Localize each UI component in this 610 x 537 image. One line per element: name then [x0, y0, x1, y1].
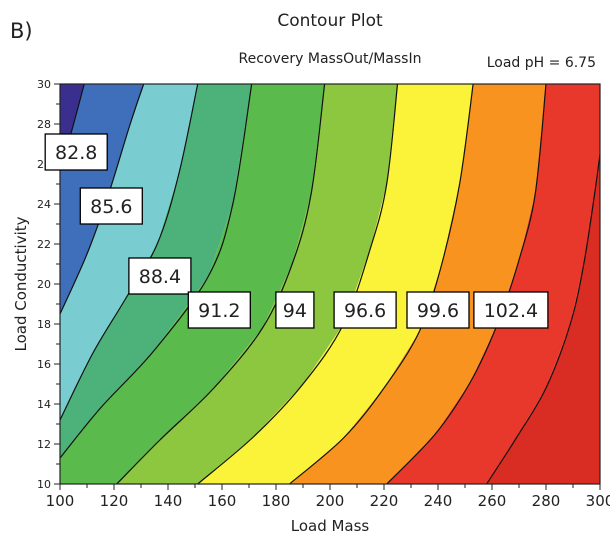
x-tick-label: 260 [478, 492, 507, 510]
plot-frame [59, 83, 601, 485]
contour-label-box [44, 133, 108, 171]
contour-line-9 [486, 153, 600, 484]
y-tick-label: 14 [37, 398, 51, 411]
x-tick-label: 280 [532, 492, 561, 510]
contour-label-text: 91.2 [198, 300, 240, 322]
contour-label-4: 91.2 [187, 291, 251, 329]
contour-label-box [333, 291, 397, 329]
contour-label-text: 82.8 [55, 142, 97, 164]
contour-region-7 [60, 84, 474, 484]
y-tick-label: 18 [37, 318, 51, 331]
contour-label-text: 94 [283, 300, 307, 322]
y-tick-label: 22 [37, 238, 51, 251]
x-axis-label: Load Mass [291, 517, 370, 535]
chart-subtitle: Recovery MassOut/MassIn [239, 51, 422, 67]
x-tick-label: 120 [100, 492, 129, 510]
contour-label-5: 94 [275, 291, 315, 329]
contour-value-labels: 82.8 85.6 88.4 91.2 94 96.6 99.6 102.4 [44, 133, 549, 329]
y-tick-label: 28 [37, 118, 51, 131]
contour-label-text: 88.4 [139, 266, 181, 288]
contour-region-5 [60, 84, 325, 484]
contour-label-text: 99.6 [417, 300, 459, 322]
y-tick-label: 30 [37, 78, 51, 91]
y-tick-label: 20 [37, 278, 51, 291]
contour-label-text: 85.6 [90, 196, 132, 218]
x-tick-label: 160 [208, 492, 237, 510]
contour-region-10 [486, 154, 600, 484]
x-tick-label: 200 [316, 492, 345, 510]
ph-annotation: Load pH = 6.75 [487, 55, 596, 71]
contour-label-box [128, 257, 192, 295]
contour-label-8: 102.4 [473, 291, 549, 329]
x-tick-label: 220 [370, 492, 399, 510]
contour-line-5 [116, 84, 326, 484]
x-tick-label: 140 [154, 492, 183, 510]
x-tick-label: 180 [262, 492, 291, 510]
x-axis-ticks: 100 120 140 160 180 200 220 240 260 280 300 [46, 484, 610, 510]
x-tick-label: 100 [46, 492, 75, 510]
contour-region-8 [60, 84, 546, 484]
contour-label-7: 99.6 [406, 291, 470, 329]
contour-label-box [79, 187, 143, 225]
x-tick-label: 300 [586, 492, 610, 510]
y-tick-label: 10 [37, 478, 51, 491]
contour-label-3: 88.4 [128, 257, 192, 295]
contour-label-box [473, 291, 549, 329]
contour-label-6: 96.6 [333, 291, 397, 329]
y-tick-label: 24 [37, 198, 51, 211]
panel-label: B) [10, 19, 33, 43]
contour-region-9 [60, 84, 600, 484]
y-tick-label: 16 [37, 358, 51, 371]
contour-label-1: 82.8 [44, 133, 108, 171]
y-tick-label: 12 [37, 438, 51, 451]
chart-title: Contour Plot [277, 11, 383, 31]
contour-label-box [406, 291, 470, 329]
y-axis-label: Load Conductivity [12, 216, 30, 351]
x-tick-label: 240 [424, 492, 453, 510]
contour-label-text: 96.6 [344, 300, 386, 322]
contour-label-text: 102.4 [484, 300, 538, 322]
contour-region-2 [60, 84, 144, 484]
contour-label-2: 85.6 [79, 187, 143, 225]
contour-label-box [187, 291, 251, 329]
contour-label-box [275, 291, 315, 329]
